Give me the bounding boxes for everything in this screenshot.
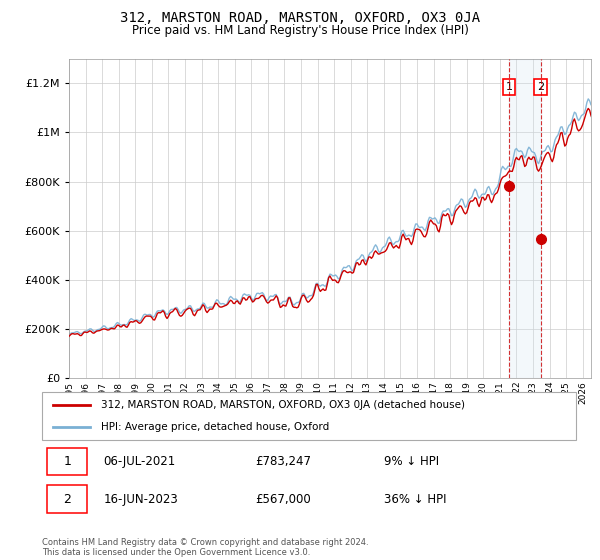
Text: 1: 1: [64, 455, 71, 468]
Text: 2: 2: [64, 493, 71, 506]
Bar: [509, 59, 541, 378]
Text: 312, MARSTON ROAD, MARSTON, OXFORD, OX3 0JA (detached house): 312, MARSTON ROAD, MARSTON, OXFORD, OX3 …: [101, 400, 465, 410]
Text: Price paid vs. HM Land Registry's House Price Index (HPI): Price paid vs. HM Land Registry's House …: [131, 24, 469, 36]
Text: Contains HM Land Registry data © Crown copyright and database right 2024.
This d: Contains HM Land Registry data © Crown c…: [42, 538, 368, 557]
FancyBboxPatch shape: [47, 447, 88, 475]
Text: HPI: Average price, detached house, Oxford: HPI: Average price, detached house, Oxfo…: [101, 422, 329, 432]
Text: £567,000: £567,000: [256, 493, 311, 506]
Text: 06-JUL-2021: 06-JUL-2021: [103, 455, 176, 468]
Text: 36% ↓ HPI: 36% ↓ HPI: [384, 493, 446, 506]
Text: 16-JUN-2023: 16-JUN-2023: [103, 493, 178, 506]
Text: £783,247: £783,247: [256, 455, 311, 468]
Text: 9% ↓ HPI: 9% ↓ HPI: [384, 455, 439, 468]
FancyBboxPatch shape: [47, 486, 88, 513]
Text: 1: 1: [505, 82, 512, 92]
Text: 312, MARSTON ROAD, MARSTON, OXFORD, OX3 0JA: 312, MARSTON ROAD, MARSTON, OXFORD, OX3 …: [120, 11, 480, 25]
Text: 2: 2: [537, 82, 544, 92]
